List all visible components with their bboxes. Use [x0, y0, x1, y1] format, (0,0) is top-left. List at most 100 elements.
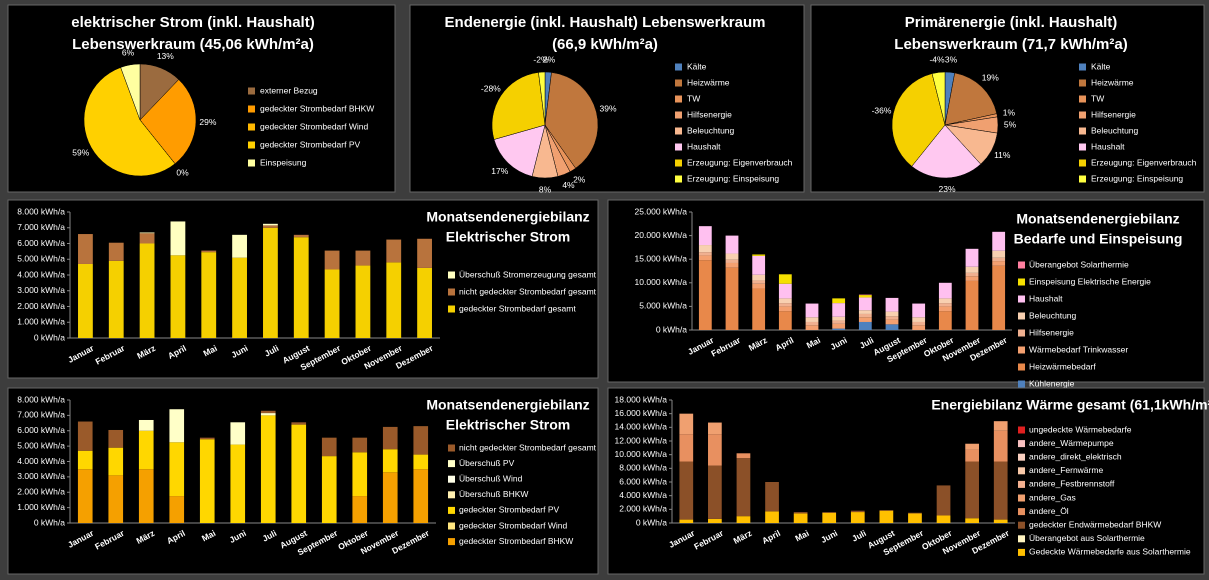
- bar-segment: [321, 456, 337, 523]
- bar-segment: [382, 449, 398, 473]
- data-label: -2%: [533, 54, 549, 64]
- legend-label: gedeckter Strombedarf PV: [260, 139, 360, 149]
- bar-segment: [725, 267, 739, 330]
- legend-swatch: [448, 444, 455, 452]
- legend-label: Überangebot Solarthermie: [1029, 259, 1129, 269]
- bar-segment: [858, 295, 872, 298]
- legend-swatch: [448, 305, 455, 313]
- legend-label: Überschuß Wind: [459, 473, 523, 483]
- bar-segment: [736, 453, 751, 459]
- legend-swatch: [448, 475, 455, 483]
- y-tick-label: 10.000 kWh/a: [635, 277, 688, 287]
- panel-background: [607, 387, 1205, 575]
- pie-slice: [538, 71, 546, 126]
- legend-swatch: [448, 491, 455, 499]
- bar-segment: [993, 430, 1008, 462]
- pie-slice: [139, 79, 197, 165]
- legend-swatch: [1079, 95, 1086, 103]
- chart-panel: Monatsendenergiebilanz Elektrischer Strom…: [7, 199, 599, 379]
- bar-segment: [230, 444, 246, 523]
- bar-segment: [912, 317, 926, 322]
- bar-segment: [752, 283, 766, 289]
- legend-label: Überschuß Stromerzeugung gesamt: [459, 269, 597, 279]
- bar-segment: [260, 410, 276, 414]
- chart-title: Energiebilanz Wärme gesamt (61,1kWh/m²a): [931, 397, 1209, 413]
- legend-swatch: [675, 175, 682, 183]
- bar-segment: [413, 426, 429, 455]
- bar-segment: [908, 513, 922, 523]
- legend-label: Hilfsenergie: [687, 109, 732, 119]
- legend-swatch: [1079, 175, 1086, 183]
- chart-title: Bedarfe und Einspeisung: [1014, 231, 1183, 247]
- legend-swatch: [448, 288, 455, 296]
- y-tick-label: 4.000 kWh/a: [17, 456, 65, 466]
- bar-segment: [263, 223, 278, 226]
- bar-segment: [77, 469, 93, 523]
- legend-label: Heizwärmebedarf: [1029, 361, 1096, 371]
- bar-segment: [752, 255, 766, 275]
- bar-segment: [232, 234, 247, 258]
- y-tick-label: 4.000 kWh/a: [619, 490, 667, 500]
- bar-segment: [885, 316, 899, 320]
- bar-segment: [170, 221, 186, 256]
- bar-segment: [992, 257, 1006, 262]
- bar-segment: [992, 265, 1006, 330]
- bar-segment: [293, 234, 309, 238]
- legend-label: Überangebot aus Solarthermie: [1029, 533, 1145, 543]
- bar-segment: [352, 452, 368, 497]
- bar-segment: [778, 298, 792, 304]
- y-tick-label: 18.000 kWh/a: [615, 394, 668, 404]
- y-tick-label: 14.000 kWh/a: [615, 422, 668, 432]
- y-tick-label: 7.000 kWh/a: [17, 410, 65, 420]
- legend-label: Wärmebedarf Trinkwasser: [1029, 344, 1128, 354]
- bar-segment: [138, 419, 154, 431]
- bar-segment: [793, 512, 808, 514]
- bar-segment: [293, 237, 309, 338]
- bar-segment: [199, 437, 215, 440]
- legend-swatch: [448, 271, 455, 279]
- legend-label: Erzeugung: Eigenverbrauch: [687, 157, 793, 167]
- y-tick-label: 8.000 kWh/a: [17, 206, 65, 216]
- legend-swatch: [1018, 329, 1025, 337]
- legend-swatch: [1018, 521, 1025, 529]
- legend-swatch: [448, 538, 455, 546]
- legend-swatch: [1079, 159, 1086, 167]
- bar-segment: [355, 265, 371, 338]
- legend-label: andere_Fernwärme: [1029, 465, 1103, 475]
- legend-swatch: [1018, 535, 1025, 543]
- data-label: 0%: [176, 167, 189, 177]
- legend-swatch: [248, 123, 255, 131]
- bar-segment: [778, 306, 792, 312]
- legend-swatch: [1018, 363, 1025, 371]
- bar-segment: [912, 321, 926, 326]
- legend-swatch: [1018, 480, 1025, 488]
- chart-title: Lebenswerkraum (71,7 kWh/m²a): [894, 36, 1127, 53]
- legend-label: Beleuchtung: [1091, 125, 1139, 135]
- data-label: 2%: [543, 54, 556, 64]
- bar-segment: [908, 512, 922, 514]
- bar-segment: [698, 260, 712, 330]
- bar-segment: [858, 313, 872, 318]
- bar-segment: [752, 254, 766, 256]
- pie-slice: [544, 72, 599, 169]
- bar-segment: [885, 311, 899, 317]
- data-label: -4%: [929, 55, 945, 65]
- legend-swatch: [1018, 494, 1025, 502]
- legend-label: Einspeisung: [260, 157, 307, 167]
- panel-background: [409, 4, 805, 193]
- bar-segment: [413, 454, 429, 470]
- legend-label: Erzeugung: Einspeisung: [1091, 173, 1183, 183]
- legend-swatch: [675, 159, 682, 167]
- bar-segment: [698, 245, 712, 253]
- chart-title: Elektrischer Strom: [446, 417, 571, 433]
- chart-title: Lebenswerkraum (45,06 kWh/m²a): [72, 36, 314, 53]
- legend-swatch: [1018, 508, 1025, 516]
- bar-segment: [965, 272, 979, 277]
- bar-segment: [708, 465, 722, 519]
- bar-segment: [725, 235, 739, 254]
- bar-segment: [965, 266, 979, 273]
- bar-segment: [77, 450, 93, 470]
- y-tick-label: 2.000 kWh/a: [17, 301, 65, 311]
- legend-label: Erzeugung: Einspeisung: [687, 173, 779, 183]
- legend-label: Beleuchtung: [1029, 310, 1077, 320]
